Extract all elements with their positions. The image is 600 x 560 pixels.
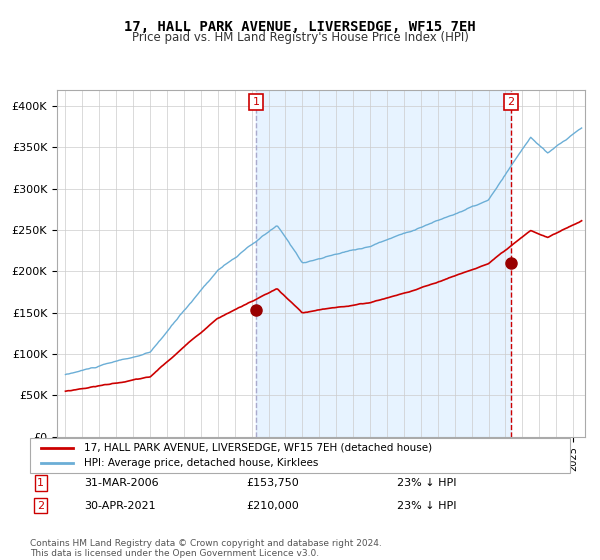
FancyBboxPatch shape [30,438,570,473]
Text: This data is licensed under the Open Government Licence v3.0.: This data is licensed under the Open Gov… [30,549,319,558]
Text: 2: 2 [508,97,515,107]
Text: 31-MAR-2006: 31-MAR-2006 [84,478,158,488]
Bar [256,90,511,437]
Text: 17, HALL PARK AVENUE, LIVERSEDGE, WF15 7EH: 17, HALL PARK AVENUE, LIVERSEDGE, WF15 7… [124,20,476,34]
Text: 17, HALL PARK AVENUE, LIVERSEDGE, WF15 7EH (detached house): 17, HALL PARK AVENUE, LIVERSEDGE, WF15 7… [84,443,432,453]
Text: 2: 2 [37,501,44,511]
Text: 30-APR-2021: 30-APR-2021 [84,501,155,511]
Text: 23% ↓ HPI: 23% ↓ HPI [397,501,457,511]
Text: HPI: Average price, detached house, Kirklees: HPI: Average price, detached house, Kirk… [84,458,319,468]
Text: Price paid vs. HM Land Registry's House Price Index (HPI): Price paid vs. HM Land Registry's House … [131,31,469,44]
Text: £210,000: £210,000 [246,501,299,511]
Text: 1: 1 [37,478,44,488]
Text: 1: 1 [253,97,259,107]
Text: Contains HM Land Registry data © Crown copyright and database right 2024.: Contains HM Land Registry data © Crown c… [30,539,382,548]
Text: £153,750: £153,750 [246,478,299,488]
Text: 23% ↓ HPI: 23% ↓ HPI [397,478,457,488]
